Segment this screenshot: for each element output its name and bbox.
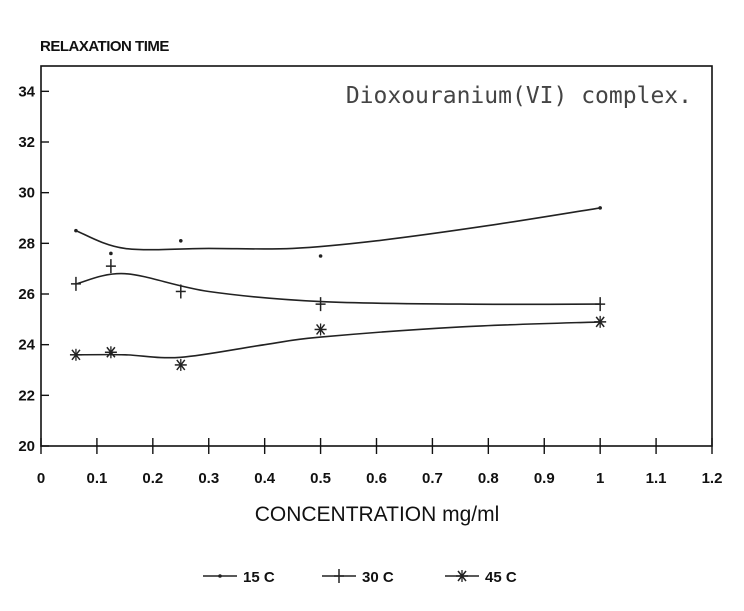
legend-marker [334, 569, 344, 583]
data-point [598, 206, 602, 210]
marker-dot [318, 254, 323, 258]
data-point [315, 297, 326, 312]
legend-marker [218, 574, 222, 578]
y-tick-label: 24 [18, 337, 35, 354]
data-point [314, 323, 327, 336]
legend: 15 C 30 C 45 C [203, 569, 517, 586]
x-tick-label: 0.8 [478, 470, 499, 487]
chart-title: Dioxouranium(VI) complex. [346, 83, 692, 109]
x-tick-label: 1.1 [646, 470, 667, 487]
x-tick-label: 1.2 [702, 470, 723, 487]
series-curve [75, 321, 601, 359]
data-point [74, 228, 78, 233]
data-point [318, 254, 323, 258]
y-tick-label: 32 [18, 134, 35, 151]
marker-dot [74, 228, 78, 233]
marker-dot [218, 574, 222, 578]
x-tick-label: 0.4 [254, 470, 276, 487]
x-tick-label: 0 [37, 470, 45, 487]
x-tick-label: 0.1 [86, 470, 107, 487]
series-curve [75, 272, 601, 306]
y-tick-label: 28 [18, 235, 35, 252]
series-2 [70, 259, 606, 312]
series-layer [69, 206, 607, 371]
marker-dot [109, 251, 113, 256]
series-curve [75, 207, 601, 251]
legend-label: 15 C [243, 569, 275, 586]
data-point [595, 297, 606, 312]
data-point [105, 259, 116, 274]
legend-marker [456, 570, 468, 582]
y-tick-label: 30 [18, 185, 35, 202]
legend-label: 45 C [485, 569, 517, 586]
data-point [104, 346, 117, 359]
marker-dot [178, 239, 183, 243]
series-1 [74, 206, 602, 258]
y-axis-label: RELAXATION TIME [40, 38, 169, 55]
legend-label: 30 C [362, 569, 394, 586]
y-tick-label: 22 [18, 387, 35, 404]
plot-frame [40, 65, 713, 447]
y-tick-label: 34 [18, 83, 35, 100]
series-3 [69, 315, 607, 371]
x-tick-label: 0.3 [198, 470, 219, 487]
data-point [174, 358, 187, 371]
x-axis-label: CONCENTRATION mg/ml [255, 503, 500, 526]
data-point [109, 251, 113, 256]
data-point [70, 276, 81, 291]
y-tick-label: 26 [18, 286, 35, 303]
data-point [594, 315, 607, 328]
data-point [69, 348, 82, 361]
x-tick-label: 0.6 [366, 470, 387, 487]
axes: 20 22 24 26 28 30 32 34 0 0.1 0.2 0.3 0.4 0.5 0.6 0.7 0.… [18, 65, 723, 487]
x-tick-label: 0.2 [142, 470, 163, 487]
data-point [178, 239, 183, 243]
x-tick-label: 0.9 [534, 470, 555, 487]
x-tick-label: 0.7 [422, 470, 443, 487]
y-tick-label: 20 [18, 438, 35, 455]
x-tick-label: 1 [596, 470, 604, 487]
marker-dot [598, 206, 602, 210]
x-tick-label: 0.5 [310, 470, 331, 487]
data-point [175, 284, 186, 299]
